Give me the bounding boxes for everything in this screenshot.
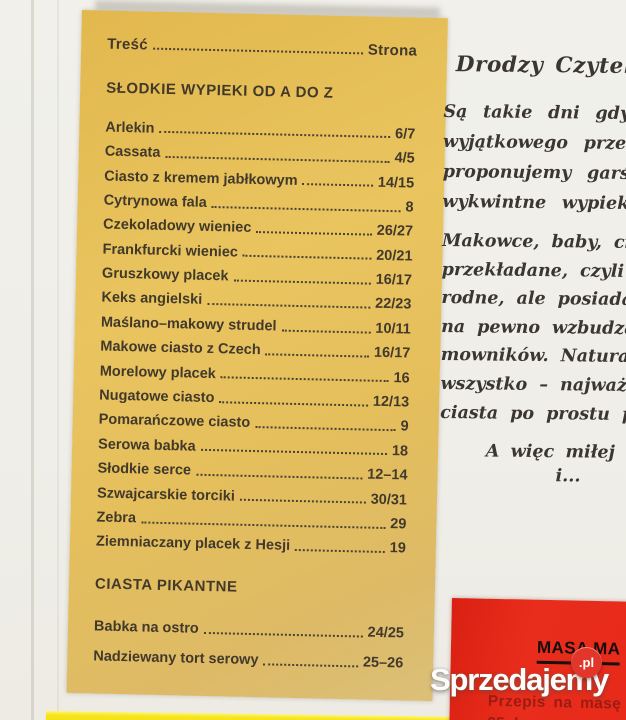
toc-entry-label: Czekoladowy wieniec — [102, 216, 252, 237]
toc-list-sweet-bakes: Arlekin 6/7 Cassata 4/5 Ciasto z kremem … — [96, 112, 416, 558]
toc-entry-page-number: 16/17 — [375, 271, 413, 289]
toc-entry-page-number: 9 — [400, 418, 409, 435]
toc-entry-page-number: 8 — [405, 199, 414, 216]
toc-entry-page-number: 12/13 — [372, 393, 410, 411]
toc-entry-page-number: 30/31 — [370, 491, 408, 509]
table-of-contents-panel: Treść Strona SŁODKIE WYPIEKI OD A DO Z A… — [66, 10, 448, 702]
toc-entry-label: Nugatowe ciasto — [99, 387, 215, 407]
editorial-text-line: rodne, ale posiadające je — [441, 288, 626, 311]
dotted-leader — [255, 426, 396, 432]
dotted-leader — [233, 279, 371, 285]
bottom-yellow-strip — [45, 711, 470, 720]
toc-entry-label: Keks angielski — [101, 289, 203, 309]
dotted-leader — [281, 329, 371, 334]
editorial-text-line: wyjątkowego przepisu. D — [442, 131, 626, 155]
dotted-leader — [295, 549, 385, 554]
recipe-card-text-line-partial: 25 d — [487, 715, 518, 720]
toc-list-savory-cakes: Babka na ostro 24/25 Nadziewany tort ser… — [93, 605, 404, 672]
dotted-leader — [219, 400, 368, 407]
toc-entry-label: Frankfurcki wieniec — [102, 241, 239, 261]
editorial-text-line: mowników. Naturalnie, — [440, 345, 626, 368]
dotted-leader — [203, 631, 363, 638]
editorial-text-line: przekładane, czyli pomy — [441, 259, 626, 283]
watermark-pl-badge: .pl — [571, 647, 602, 678]
dotted-leader — [211, 205, 401, 212]
dotted-leader — [207, 303, 371, 309]
toc-entry-label: Morelowy placek — [99, 363, 217, 382]
editorial-letter-column: Drodzy Czytelnicy! Są takie dni gdy wyją… — [439, 52, 626, 488]
dotted-leader — [220, 376, 389, 383]
dotted-leader — [195, 473, 363, 480]
page-crease-light — [57, 0, 59, 720]
toc-section-title-savory-cakes: CIASTA PIKANTNE — [94, 575, 238, 596]
editorial-text-line: proponujemy garść recept — [442, 161, 626, 185]
toc-entry-label: Cassata — [104, 143, 161, 161]
dotted-leader — [302, 183, 373, 187]
dotted-leader — [256, 230, 372, 236]
toc-entry-page-number: 16 — [393, 369, 410, 387]
marketplace-watermark: Sprzedajemy .pl — [430, 647, 609, 698]
toc-entry-page-number: 22/23 — [374, 296, 412, 314]
toc-section-title-sweet-bakes: SŁODKIE WYPIEKI OD A DO Z — [106, 79, 334, 102]
editorial-signature-line: i... — [555, 466, 581, 487]
dotted-leader — [242, 255, 372, 260]
dotted-leader — [200, 449, 387, 456]
toc-entry-row: Nadziewany tort serowy 25–26 — [93, 635, 404, 672]
toc-entry-label: Cytrynowa fala — [103, 192, 207, 211]
editorial-text-line: wykwintne wypieki. — [442, 191, 626, 215]
dotted-leader — [152, 47, 363, 55]
editorial-heading: Drodzy Czytelnicy! — [455, 52, 626, 80]
toc-entry-label: Nadziewany tort serowy — [93, 648, 259, 669]
toc-entry-label: Gruszkowy placek — [101, 265, 229, 285]
toc-entry-page-number: 25–26 — [362, 654, 404, 672]
editorial-closing-line: A więc miłej lektur — [485, 441, 626, 464]
toc-header-row: Treść Strona — [107, 29, 417, 60]
dotted-leader — [263, 663, 358, 668]
toc-entry-page-number: 16/17 — [373, 344, 411, 362]
toc-entry-page-number: 14/15 — [377, 174, 415, 192]
toc-entry-label: Ziemniaczany placek z Hesji — [95, 533, 291, 555]
toc-entry-page-number: 19 — [389, 540, 407, 557]
toc-entry-page-number: 10/11 — [375, 320, 412, 338]
toc-entry-page-number: 24/25 — [367, 625, 405, 642]
editorial-text-line: wszystko – najważniej — [440, 373, 626, 397]
toc-entry-label: Słodkie serce — [97, 460, 192, 479]
toc-entry-label: Babka na ostro — [93, 618, 199, 638]
toc-entry-page-number: 26/27 — [376, 223, 414, 240]
toc-header-left: Treść — [107, 35, 149, 54]
editorial-paragraph-1: Są takie dni gdy wyjątkowego przepisu. D… — [442, 97, 626, 220]
toc-entry-page-number: 18 — [391, 442, 409, 460]
page-crease — [31, 0, 34, 720]
toc-entry-page-number: 12–14 — [367, 466, 408, 484]
toc-entry-label: Zebra — [96, 509, 137, 527]
toc-entry-page-number: 6/7 — [394, 125, 416, 143]
editorial-text-line: Są takie dni gdy — [443, 101, 626, 124]
editorial-text-line: na pewno wzbudzą p — [441, 316, 626, 339]
toc-entry-label: Arlekin — [105, 119, 155, 137]
toc-header-right: Strona — [367, 41, 418, 60]
toc-entry-page-number: 29 — [390, 516, 407, 533]
toc-entry-label: Szwajcarskie torciki — [96, 485, 236, 505]
toc-entry-page-number: 4/5 — [394, 150, 415, 167]
editorial-text-line: ciasta po prostu pyszn — [440, 402, 626, 426]
editorial-paragraph-2: Makowce, baby, ciast przekładane, czyli … — [440, 227, 626, 430]
toc-entry-label: Pomarańczowe ciasto — [98, 411, 251, 432]
editorial-text-line: Makowce, baby, ciast — [441, 230, 626, 254]
toc-entry-page-number: 20/21 — [376, 247, 413, 265]
toc-entry-label: Serowa babka — [97, 436, 196, 455]
dotted-leader — [239, 498, 366, 504]
dotted-leader — [265, 353, 369, 358]
